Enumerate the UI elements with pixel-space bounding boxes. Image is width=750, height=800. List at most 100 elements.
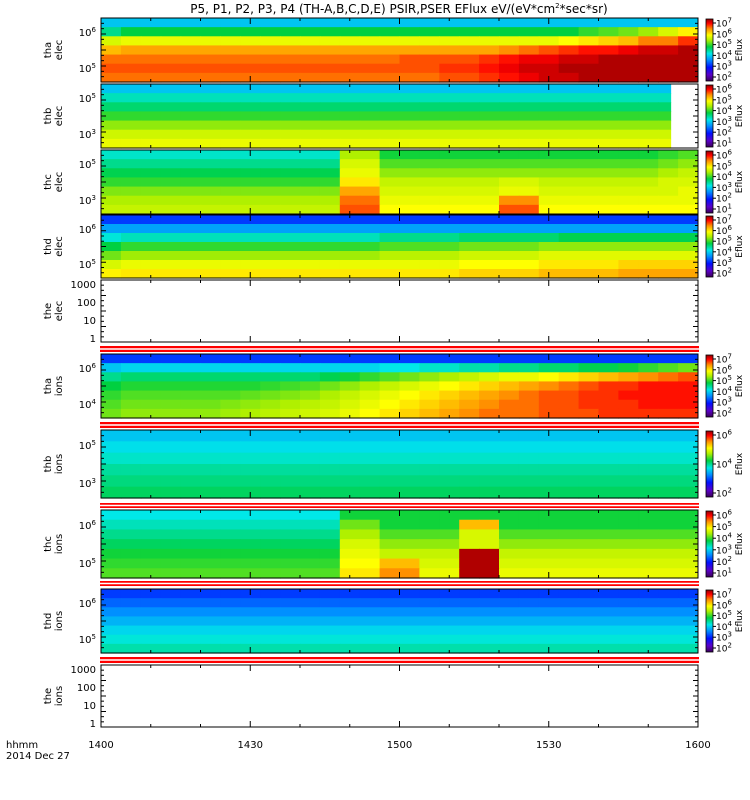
- heatmap-cell: [678, 18, 698, 28]
- heatmap-cell: [120, 18, 142, 28]
- heatmap-cell: [538, 558, 560, 569]
- heatmap-cell: [300, 363, 321, 373]
- heatmap-cell: [240, 111, 261, 122]
- heatmap-cell: [578, 36, 600, 47]
- heatmap-cell: [300, 84, 321, 94]
- colorbar-tick-label: 106: [716, 83, 732, 96]
- heatmap-cell: [518, 475, 540, 488]
- heatmap-cell: [101, 607, 122, 618]
- heatmap-cell: [260, 399, 281, 410]
- heatmap-cell: [439, 464, 460, 476]
- heatmap-cell: [220, 242, 241, 252]
- colorbar-tick-label: 106: [716, 509, 732, 522]
- heatmap-cell: [359, 643, 381, 654]
- heatmap-cell: [359, 36, 381, 47]
- heatmap-cell: [101, 510, 122, 521]
- heatmap-cell: [638, 72, 659, 83]
- heatmap-cell: [319, 452, 341, 465]
- heatmap-cell: [120, 215, 142, 225]
- heatmap-cell: [240, 441, 261, 454]
- heatmap-cell: [499, 215, 520, 225]
- heatmap-cell: [101, 625, 122, 636]
- heatmap-cell: [499, 598, 520, 608]
- heatmap-cell: [658, 138, 672, 149]
- heatmap-cell: [518, 452, 540, 465]
- heatmap-cell: [459, 138, 480, 149]
- heatmap-cell: [638, 27, 659, 37]
- heatmap-cell: [220, 54, 241, 65]
- heatmap-cell: [638, 111, 659, 122]
- heatmap-cell: [339, 102, 361, 113]
- heatmap-cell: [678, 616, 698, 627]
- heatmap-cell: [300, 269, 321, 279]
- heatmap-cell: [280, 204, 301, 215]
- heatmap-cell: [180, 215, 202, 225]
- heatmap-cell: [379, 589, 401, 599]
- heatmap-cell: [499, 233, 520, 243]
- heatmap-cell: [678, 186, 698, 197]
- heatmap-cell: [658, 27, 679, 37]
- heatmap-cell: [180, 510, 202, 521]
- heatmap-cell: [578, 390, 600, 401]
- heatmap-cell: [240, 93, 261, 103]
- heatmap-cell: [359, 159, 381, 169]
- heatmap-cell: [300, 441, 321, 454]
- heatmap-cell: [479, 486, 500, 499]
- heatmap-cell: [379, 63, 401, 74]
- heatmap-cell: [260, 430, 281, 442]
- heatmap-cell: [260, 36, 281, 47]
- heatmap-cell: [120, 111, 142, 122]
- heatmap-cell: [598, 63, 619, 74]
- heatmap-cell: [339, 441, 361, 454]
- heatmap-cell: [518, 372, 540, 383]
- heatmap-cell: [578, 372, 600, 383]
- heatmap-cell: [459, 233, 480, 243]
- heatmap-cell: [260, 269, 281, 279]
- heatmap-cell: [499, 558, 520, 569]
- heatmap-cell: [240, 63, 261, 74]
- heatmap-cell: [319, 150, 341, 160]
- heatmap-cell: [499, 18, 520, 28]
- heatmap-cell: [260, 634, 281, 645]
- heatmap-cell: [300, 138, 321, 149]
- heatmap-cell: [120, 452, 142, 465]
- heatmap-cell: [280, 138, 301, 149]
- heatmap-cell: [101, 84, 122, 94]
- heatmap-cell: [419, 372, 440, 383]
- heatmap-cell: [419, 510, 440, 521]
- heatmap-cell: [558, 138, 580, 149]
- heatmap-cell: [518, 598, 540, 608]
- heatmap-cell: [419, 168, 440, 179]
- heatmap-cell: [399, 363, 420, 373]
- heatmap-cell: [319, 177, 341, 188]
- heatmap-cell: [120, 242, 142, 252]
- heatmap-cell: [140, 399, 162, 410]
- heatmap-cell: [379, 54, 401, 65]
- heatmap-cell: [538, 372, 560, 383]
- heatmap-cell: [479, 399, 500, 410]
- heatmap-cell: [558, 242, 580, 252]
- heatmap-cell: [339, 138, 361, 149]
- heatmap-cell: [399, 529, 420, 540]
- heatmap-cell: [359, 363, 381, 373]
- heatmap-cell: [479, 390, 500, 401]
- colorbar-tick-label: 106: [716, 363, 732, 376]
- heatmap-cell: [260, 215, 281, 225]
- heatmap-cell: [220, 452, 241, 465]
- heatmap-cell: [518, 215, 540, 225]
- heatmap-cell: [518, 72, 540, 83]
- heatmap-cell: [101, 464, 122, 476]
- heatmap-cell: [160, 159, 182, 169]
- heatmap-cell: [359, 475, 381, 488]
- heatmap-cell: [678, 519, 698, 531]
- heatmap-cell: [618, 129, 639, 140]
- heatmap-cell: [180, 529, 202, 540]
- heatmap-cell: [578, 215, 600, 225]
- colorbar-tick-label: 103: [716, 543, 732, 556]
- heatmap-cell: [220, 45, 241, 56]
- heatmap-cell: [200, 381, 221, 392]
- heatmap-cell: [260, 224, 281, 234]
- heatmap-cell: [658, 441, 679, 454]
- heatmap-cell: [240, 475, 261, 488]
